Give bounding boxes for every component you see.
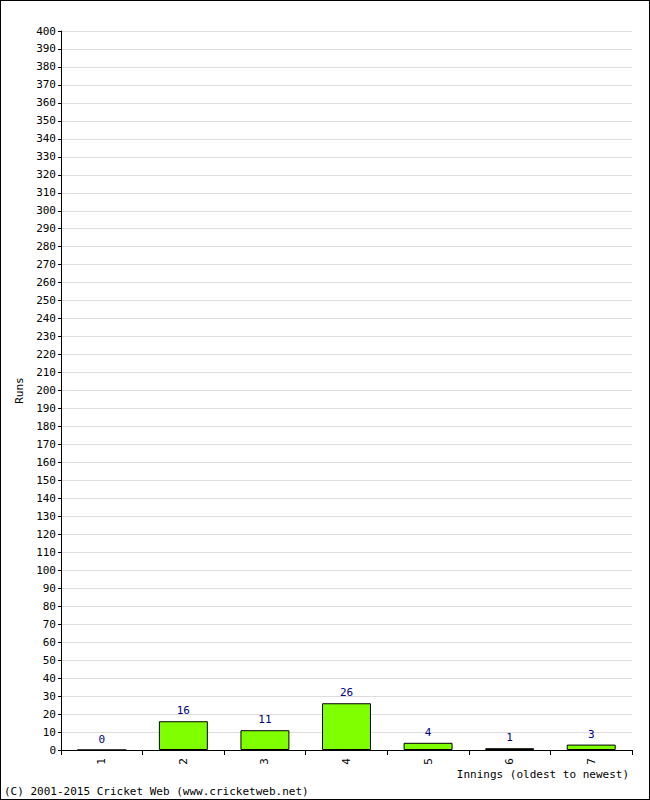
svg-text:70: 70: [43, 618, 56, 631]
svg-text:16: 16: [177, 704, 190, 717]
svg-text:Innings (oldest to newest): Innings (oldest to newest): [457, 768, 629, 781]
svg-text:50: 50: [43, 654, 56, 667]
svg-text:180: 180: [36, 420, 56, 433]
svg-text:310: 310: [36, 186, 56, 199]
svg-text:360: 360: [36, 96, 56, 109]
svg-text:380: 380: [36, 60, 56, 73]
svg-text:280: 280: [36, 240, 56, 253]
svg-text:290: 290: [36, 222, 56, 235]
svg-text:240: 240: [36, 312, 56, 325]
svg-text:7: 7: [585, 758, 598, 765]
svg-text:5: 5: [422, 758, 435, 765]
svg-text:2: 2: [177, 758, 190, 765]
svg-text:4: 4: [425, 726, 432, 739]
svg-text:200: 200: [36, 384, 56, 397]
svg-text:140: 140: [36, 492, 56, 505]
svg-text:250: 250: [36, 294, 56, 307]
svg-text:130: 130: [36, 510, 56, 523]
svg-text:1: 1: [95, 758, 108, 765]
svg-text:230: 230: [36, 330, 56, 343]
svg-text:390: 390: [36, 42, 56, 55]
svg-text:120: 120: [36, 528, 56, 541]
svg-text:160: 160: [36, 456, 56, 469]
svg-text:90: 90: [43, 582, 56, 595]
svg-text:1: 1: [506, 731, 513, 744]
svg-text:170: 170: [36, 438, 56, 451]
svg-text:300: 300: [36, 204, 56, 217]
svg-text:40: 40: [43, 672, 56, 685]
svg-text:190: 190: [36, 402, 56, 415]
svg-text:370: 370: [36, 78, 56, 91]
svg-text:320: 320: [36, 168, 56, 181]
svg-text:260: 260: [36, 276, 56, 289]
svg-text:400: 400: [36, 25, 56, 38]
svg-text:30: 30: [43, 690, 56, 703]
svg-text:330: 330: [36, 150, 56, 163]
svg-text:0: 0: [98, 733, 105, 746]
svg-text:110: 110: [36, 546, 56, 559]
svg-text:3: 3: [258, 758, 271, 765]
svg-text:4: 4: [340, 758, 353, 765]
svg-text:150: 150: [36, 474, 56, 487]
svg-text:0: 0: [49, 744, 56, 757]
svg-text:3: 3: [588, 728, 595, 741]
svg-text:26: 26: [340, 686, 353, 699]
svg-text:210: 210: [36, 366, 56, 379]
svg-text:100: 100: [36, 564, 56, 577]
svg-text:220: 220: [36, 348, 56, 361]
svg-text:60: 60: [43, 636, 56, 649]
svg-text:350: 350: [36, 114, 56, 127]
svg-text:340: 340: [36, 132, 56, 145]
svg-text:11: 11: [258, 713, 271, 726]
svg-text:(C) 2001-2015 Cricket Web (www: (C) 2001-2015 Cricket Web (www.cricketwe…: [4, 785, 309, 798]
svg-text:6: 6: [503, 758, 516, 765]
svg-text:80: 80: [43, 600, 56, 613]
svg-text:10: 10: [43, 726, 56, 739]
svg-text:270: 270: [36, 258, 56, 271]
svg-text:Runs: Runs: [13, 377, 26, 404]
svg-text:20: 20: [43, 708, 56, 721]
